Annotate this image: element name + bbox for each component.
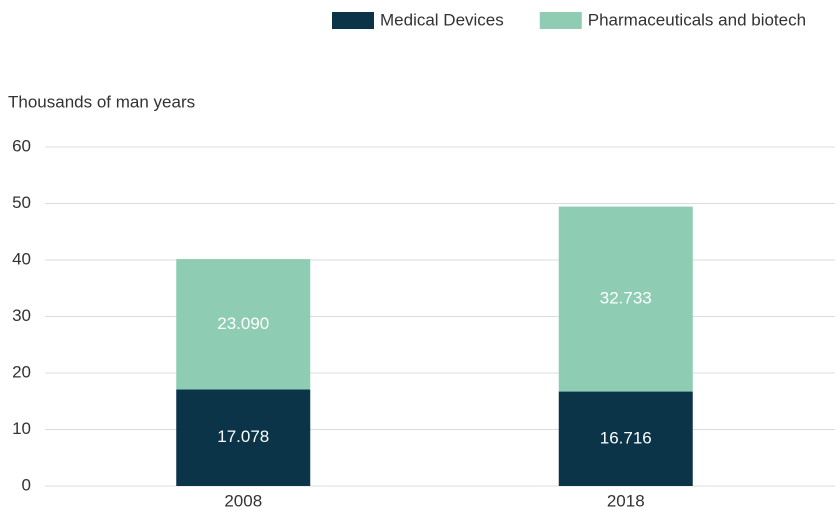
y-tick-label: 50 <box>12 193 31 212</box>
x-tick-label: 2008 <box>224 491 262 510</box>
bar-segment <box>176 259 311 390</box>
x-tick-label: 2018 <box>607 491 645 510</box>
bar-segment <box>558 206 693 392</box>
y-tick-label: 10 <box>12 419 31 438</box>
legend-swatch <box>332 12 374 29</box>
legend-label: Medical Devices <box>380 10 504 29</box>
y-tick-label: 0 <box>22 475 31 494</box>
legend-label: Pharmaceuticals and biotech <box>588 10 806 29</box>
bar-segment <box>176 389 311 486</box>
y-axis-label: Thousands of man years <box>8 92 195 111</box>
bar-segment <box>558 391 693 486</box>
data-label: 32.733 <box>600 289 652 308</box>
data-label: 17.078 <box>217 427 269 446</box>
y-tick-label: 60 <box>12 136 31 155</box>
y-tick-label: 30 <box>12 306 31 325</box>
legend-swatch <box>539 12 582 29</box>
data-label: 23.090 <box>217 314 269 333</box>
y-tick-label: 20 <box>12 362 31 381</box>
y-tick-label: 40 <box>12 249 31 268</box>
data-label: 16.716 <box>600 428 652 447</box>
